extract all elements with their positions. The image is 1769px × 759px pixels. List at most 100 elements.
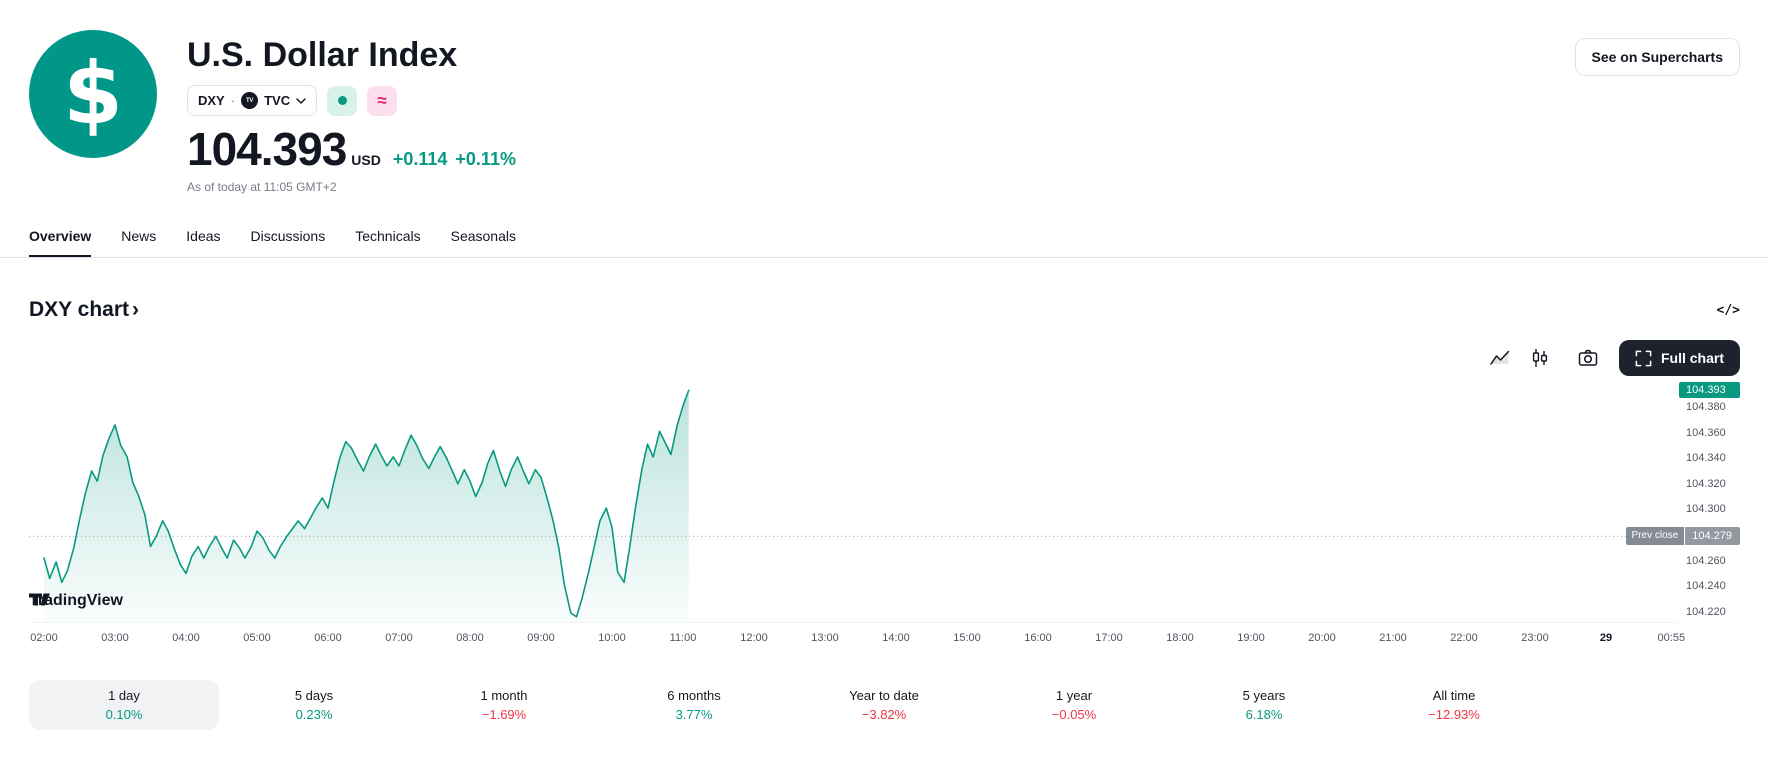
- x-axis-label: 00:55: [1657, 632, 1686, 644]
- x-axis-label: 12:00: [740, 632, 768, 644]
- prev-close-chip: Prev close 104.279: [1625, 527, 1740, 546]
- range-label: 6 months: [667, 688, 721, 703]
- x-axis-label: 09:00: [527, 632, 555, 644]
- price-row: 104.393 USD +0.114 +0.11%: [187, 126, 516, 172]
- range-change: −1.69%: [481, 707, 527, 722]
- x-axis-label: 11:00: [669, 632, 697, 644]
- range-1-year[interactable]: 1 year −0.05%: [979, 680, 1169, 730]
- range-1-month[interactable]: 1 month −1.69%: [409, 680, 599, 730]
- prev-close-label: Prev close: [1625, 527, 1685, 546]
- area-chart-icon: [1490, 350, 1510, 365]
- range-change: 6.18%: [1245, 707, 1283, 722]
- tab-ideas[interactable]: Ideas: [186, 228, 221, 244]
- range-label: 1 month: [480, 688, 528, 703]
- tradingview-logo-icon: [29, 593, 50, 606]
- dxy-chart-link[interactable]: DXY chart ›: [29, 298, 139, 322]
- range-label: All time: [1432, 688, 1476, 703]
- tab-discussions[interactable]: Discussions: [250, 228, 326, 244]
- x-axis-label: 15:00: [953, 632, 981, 644]
- x-axis-label: 06:00: [314, 632, 342, 644]
- header-main: U.S. Dollar Index DXY · TV TVC ≈: [187, 30, 516, 194]
- camera-icon: [1578, 349, 1598, 366]
- symbol-ticker: DXY: [198, 93, 225, 108]
- y-axis-label: 104.220: [1686, 605, 1726, 618]
- range-label: 5 days: [294, 688, 334, 703]
- candles-style-button[interactable]: [1523, 343, 1557, 373]
- y-axis-label: 104.260: [1686, 554, 1726, 567]
- price-area-fill: [44, 390, 689, 622]
- price-value: 104.393: [187, 123, 347, 175]
- x-axis-label: 13:00: [811, 632, 839, 644]
- tab-overview[interactable]: Overview: [29, 216, 92, 257]
- price-change: +0.114 +0.11%: [393, 149, 516, 170]
- x-axis-label: 16:00: [1024, 632, 1052, 644]
- y-axis-label: 104.360: [1686, 426, 1726, 439]
- range-change: 0.23%: [295, 707, 333, 722]
- change-absolute: +0.114: [392, 149, 448, 169]
- area-style-button[interactable]: [1483, 343, 1517, 373]
- chart-heading: DXY chart: [29, 298, 129, 321]
- x-axis-label: 04:00: [172, 632, 200, 644]
- range-label: 5 years: [1242, 688, 1286, 703]
- tabs-bar: Overview News Ideas Discussions Technicals Se…: [0, 216, 1769, 258]
- x-axis-label: 03:00: [101, 632, 129, 644]
- range-change: −0.05%: [1051, 707, 1097, 722]
- x-axis-label: 05:00: [243, 632, 271, 644]
- tab-news[interactable]: News: [121, 228, 157, 244]
- range-6-months[interactable]: 6 months 3.77%: [599, 680, 789, 730]
- x-axis-label: 14:00: [882, 632, 910, 644]
- x-axis-label: 02:00: [30, 632, 58, 644]
- price-line: [43, 389, 690, 618]
- range-change: −12.93%: [1428, 707, 1480, 722]
- last-price-badge: 104.393: [1679, 382, 1740, 399]
- tabs: Overview News Ideas Discussions Technicals Se…: [29, 216, 1740, 257]
- tradingview-exchange-icon: TV: [241, 92, 259, 109]
- range-5-days[interactable]: 5 days 0.23%: [219, 680, 409, 730]
- tab-technicals[interactable]: Technicals: [355, 228, 421, 244]
- symbol-row: DXY · TV TVC ≈: [187, 85, 516, 116]
- page-title: U.S. Dollar Index: [187, 36, 458, 74]
- price-chart[interactable]: [29, 384, 1679, 622]
- market-status-badge[interactable]: [327, 85, 358, 116]
- range-label: 1 day: [108, 688, 140, 703]
- time-axis[interactable]: 02:00 03:00 04:00 05:00 06:00 07:00 08:00 09:00…: [29, 622, 1685, 650]
- y-axis-label: 104.340: [1686, 452, 1726, 465]
- range-all-time[interactable]: All time −12.93%: [1359, 680, 1549, 730]
- range-year-to-date[interactable]: Year to date −3.82%: [789, 680, 979, 730]
- x-axis-label: 21:00: [1379, 632, 1407, 644]
- dollar-glyph: $: [63, 44, 123, 144]
- as-of-timestamp: As of today at 11:05 GMT+2: [187, 180, 337, 194]
- tab-seasonals[interactable]: Seasonals: [450, 228, 516, 244]
- x-axis-label: 19:00: [1237, 632, 1265, 644]
- x-axis-label: 08:00: [456, 632, 484, 644]
- market-open-dot-icon: [337, 96, 347, 105]
- snapshot-button[interactable]: [1571, 343, 1605, 373]
- fullscreen-icon: [1635, 350, 1652, 366]
- x-axis-label: 18:00: [1166, 632, 1194, 644]
- candlestick-icon: [1532, 349, 1548, 367]
- embed-code-icon[interactable]: </>: [1716, 302, 1740, 318]
- approx-icon: ≈: [377, 90, 387, 110]
- price-currency: USD: [351, 152, 381, 168]
- x-axis-label: 20:00: [1308, 632, 1336, 644]
- change-percent: +0.11%: [455, 149, 516, 169]
- y-axis-label: 104.320: [1686, 477, 1726, 490]
- chevron-down-icon: [296, 97, 306, 104]
- price-axis[interactable]: 104.393 104.380 104.360 104.340 104.320 104.…: [1679, 382, 1740, 622]
- y-axis-label: 104.240: [1686, 580, 1726, 593]
- range-label: Year to date: [849, 688, 919, 703]
- period-selector: 1 day 0.10% 5 days 0.23% 1 month −1.69% 6 mont…: [29, 680, 1549, 730]
- x-axis-label: 10:00: [598, 632, 626, 644]
- x-axis-label: 29: [1599, 632, 1613, 644]
- y-axis-label: 104.380: [1686, 401, 1726, 414]
- range-change: 0.10%: [105, 707, 143, 722]
- range-1-day[interactable]: 1 day 0.10%: [29, 680, 219, 730]
- approx-data-badge[interactable]: ≈: [367, 85, 398, 116]
- symbol-selector[interactable]: DXY · TV TVC: [187, 85, 318, 116]
- see-on-supercharts-button[interactable]: See on Supercharts: [1574, 38, 1740, 76]
- full-chart-button[interactable]: Full chart: [1618, 340, 1740, 376]
- range-5-years[interactable]: 5 years 6.18%: [1169, 680, 1359, 730]
- range-change: 3.77%: [675, 707, 713, 722]
- chart-container: TradingView 104.393 104.380 104.360 104.34…: [29, 382, 1740, 622]
- x-axis-label: 22:00: [1450, 632, 1478, 644]
